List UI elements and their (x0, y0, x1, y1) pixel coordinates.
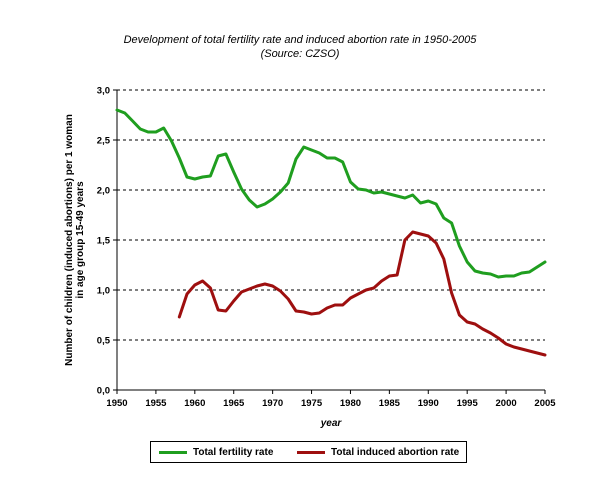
x-tick-label: 2000 (496, 398, 517, 409)
axes: 0,0 0,5 1,0 1,5 2,0 2,5 3,0 1950 1955 1960 1965 197… (97, 86, 556, 410)
gridlines (117, 89, 545, 341)
x-tick-label: 2005 (534, 398, 556, 409)
y-tick-label: 1,5 (97, 236, 111, 247)
x-tick-label: 1985 (379, 398, 401, 409)
legend-item-abortion: Total induced abortion rate (297, 446, 459, 458)
legend-swatch-abortion (297, 450, 325, 454)
chart-subtitle: (Source: CZSO) (260, 48, 340, 60)
series-line-abortion (177, 230, 547, 357)
x-tick-label: 1980 (340, 398, 361, 409)
series-lines (115, 108, 547, 357)
x-tick-label: 1975 (301, 398, 323, 409)
x-tick-label: 1955 (145, 398, 167, 409)
x-tick-label: 1965 (223, 398, 245, 409)
y-tick-label: 1,0 (97, 286, 110, 297)
line-chart: 0,0 0,5 1,0 1,5 2,0 2,5 3,0 1950 1955 1960 1965 197… (64, 86, 556, 430)
x-tick-label: 1995 (457, 398, 479, 409)
legend-label-abortion: Total induced abortion rate (331, 446, 460, 458)
chart-title: Development of total fertility rate and … (123, 34, 477, 46)
x-tick-label: 1960 (184, 398, 205, 409)
x-tick-label: 1970 (262, 398, 283, 409)
y-axis-label-line2: in age group 15-49 years (75, 181, 86, 299)
y-tick-label: 0,5 (97, 336, 111, 347)
y-tick-label: 2,0 (97, 186, 110, 197)
legend-swatch-fertility (159, 450, 187, 454)
legend-label-fertility: Total fertility rate (193, 446, 274, 458)
x-tick-label: 1990 (418, 398, 439, 409)
legend: Total fertility rate Total induced abort… (150, 441, 467, 463)
y-axis-label-line1: Number of children (induced abortions) p… (64, 114, 75, 366)
y-tick-label: 3,0 (97, 86, 110, 97)
y-tick-label: 0,0 (97, 386, 110, 397)
y-tick-label: 2,5 (97, 136, 111, 147)
x-axis-label: year (320, 418, 343, 429)
x-tick-label: 1950 (106, 398, 127, 409)
legend-item-fertility: Total fertility rate (159, 446, 273, 458)
series-line-fertility (115, 108, 547, 279)
